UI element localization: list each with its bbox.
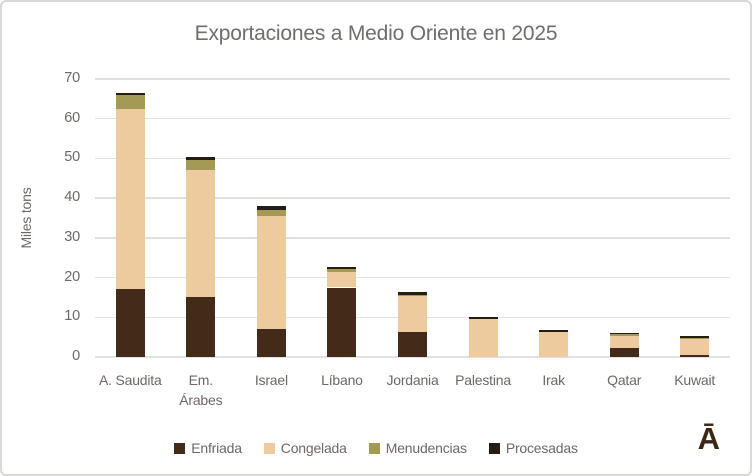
stacked-bar	[539, 2, 569, 357]
bar-segment-menudencias	[256, 209, 286, 216]
bar-segment-menudencias	[186, 160, 216, 171]
legend-label: Procesadas	[505, 440, 578, 456]
stacked-bar	[680, 2, 710, 357]
bar-segment-menudencias	[327, 269, 357, 273]
bar-segment-procesadas	[327, 267, 357, 270]
stacked-bar	[398, 2, 427, 357]
bar-segment-procesadas	[186, 157, 216, 161]
legend-swatch-icon	[488, 442, 500, 454]
x-category-label: A. Saudita	[98, 372, 162, 388]
stacked-bar	[256, 2, 286, 357]
bar-segment-enfriada	[256, 329, 286, 357]
stacked-bar	[115, 2, 145, 357]
bar-segment-enfriada	[327, 287, 357, 357]
y-tick-label: 60	[64, 109, 80, 126]
x-category-label: Irak	[542, 372, 565, 388]
bar-segment-congelada	[327, 272, 357, 288]
x-category-label: Kuwait	[674, 372, 716, 388]
bar-segment-congelada	[468, 319, 498, 357]
bar-segment-menudencias	[398, 295, 427, 297]
y-tick-label: 10	[64, 308, 80, 325]
gridline	[95, 356, 730, 358]
bar-segment-enfriada	[680, 355, 710, 357]
x-category-label: Em. Árabes	[179, 372, 223, 409]
gridline	[95, 276, 730, 279]
x-category-label: Jordania	[386, 372, 439, 388]
bar-segment-menudencias	[115, 94, 145, 109]
legend-item-menudencias: Menudencias	[368, 440, 467, 456]
y-tick-label: 0	[72, 348, 80, 364]
legend-swatch-icon	[368, 442, 380, 454]
y-tick-label: 50	[64, 149, 80, 166]
x-category-label: Líbano	[321, 372, 363, 388]
legend-item-congelada: Congelada	[263, 440, 347, 456]
y-tick-label: 70	[64, 70, 80, 86]
legend-label: Enfriada	[191, 440, 242, 456]
bar-segment-congelada	[539, 332, 569, 357]
bar-segment-menudencias	[609, 334, 639, 336]
bar-segment-procesadas	[539, 330, 569, 333]
y-tick-label: 20	[64, 268, 80, 285]
x-category-label: Palestina	[455, 372, 511, 388]
brand-logo: Ā	[697, 421, 720, 456]
stacked-bar	[609, 2, 639, 357]
legend-label: Congelada	[280, 440, 347, 456]
y-tick-label: 40	[64, 189, 80, 206]
bar-segment-enfriada	[115, 289, 145, 357]
bar-segment-procesadas	[609, 332, 639, 335]
legend: Enfriada Congelada Menudencias Procesadas	[2, 440, 750, 456]
bar-segment-congelada	[398, 296, 427, 332]
bar-segment-procesadas	[680, 336, 710, 338]
stacked-bar	[468, 2, 498, 357]
stacked-bar	[327, 2, 357, 357]
y-tick-label: 30	[64, 228, 80, 245]
gridline	[95, 117, 730, 120]
bar-segment-congelada	[186, 170, 216, 298]
bar-segment-procesadas	[398, 291, 427, 296]
stacked-bar	[186, 2, 216, 357]
bar-segment-enfriada	[186, 297, 216, 357]
legend-swatch-icon	[263, 442, 275, 454]
x-category-label: Qatar	[607, 372, 642, 388]
bar-segment-menudencias	[680, 337, 710, 340]
legend-swatch-icon	[174, 442, 186, 454]
chart-title: Exportaciones a Medio Oriente en 2025	[194, 22, 558, 45]
bar-segment-congelada	[680, 339, 710, 355]
legend-item-enfriada: Enfriada	[174, 440, 242, 456]
bar-segment-procesadas	[468, 317, 498, 320]
bar-segment-procesadas	[256, 206, 286, 210]
bar-segment-enfriada	[609, 348, 639, 357]
gridline	[95, 78, 730, 80]
bar-segment-congelada	[256, 216, 286, 330]
gridline	[95, 157, 730, 160]
legend-item-procesadas: Procesadas	[488, 440, 578, 456]
legend-label: Menudencias	[385, 440, 467, 456]
bar-segment-congelada	[115, 108, 145, 290]
bar-segment-enfriada	[398, 331, 427, 357]
bar-segment-procesadas	[115, 92, 145, 95]
gridline	[95, 237, 730, 239]
gridline	[95, 197, 730, 199]
x-category-label: Israel	[254, 372, 288, 388]
bar-segment-congelada	[609, 335, 639, 349]
